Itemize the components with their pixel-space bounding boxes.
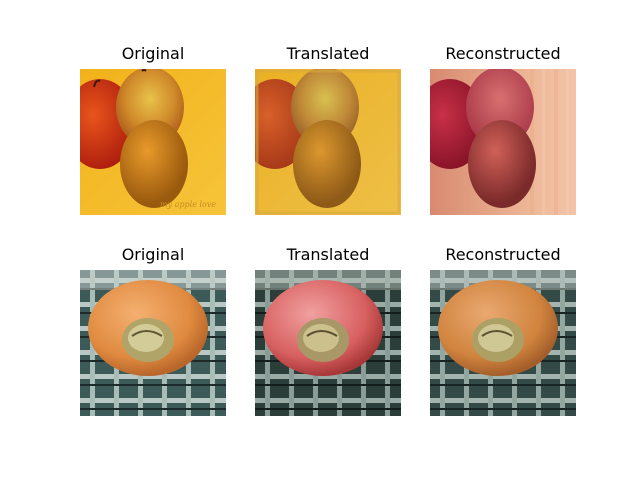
panel-title: Reconstructed xyxy=(445,245,561,264)
orange-photo-original xyxy=(80,270,226,416)
panel-title: Translated xyxy=(286,44,370,63)
orange-photo-reconstructed xyxy=(430,270,576,416)
apple-photo-translated xyxy=(255,69,401,215)
panel-title: Reconstructed xyxy=(445,44,561,63)
orange-photo-translated xyxy=(255,270,401,416)
apple-photo-reconstructed xyxy=(430,69,576,215)
panel-title: Original xyxy=(121,44,185,63)
panel-title: Translated xyxy=(286,245,370,264)
apple-photo-original: my apple love xyxy=(80,69,226,215)
svg-text:my apple love: my apple love xyxy=(160,200,216,209)
panel-title: Original xyxy=(121,245,185,264)
